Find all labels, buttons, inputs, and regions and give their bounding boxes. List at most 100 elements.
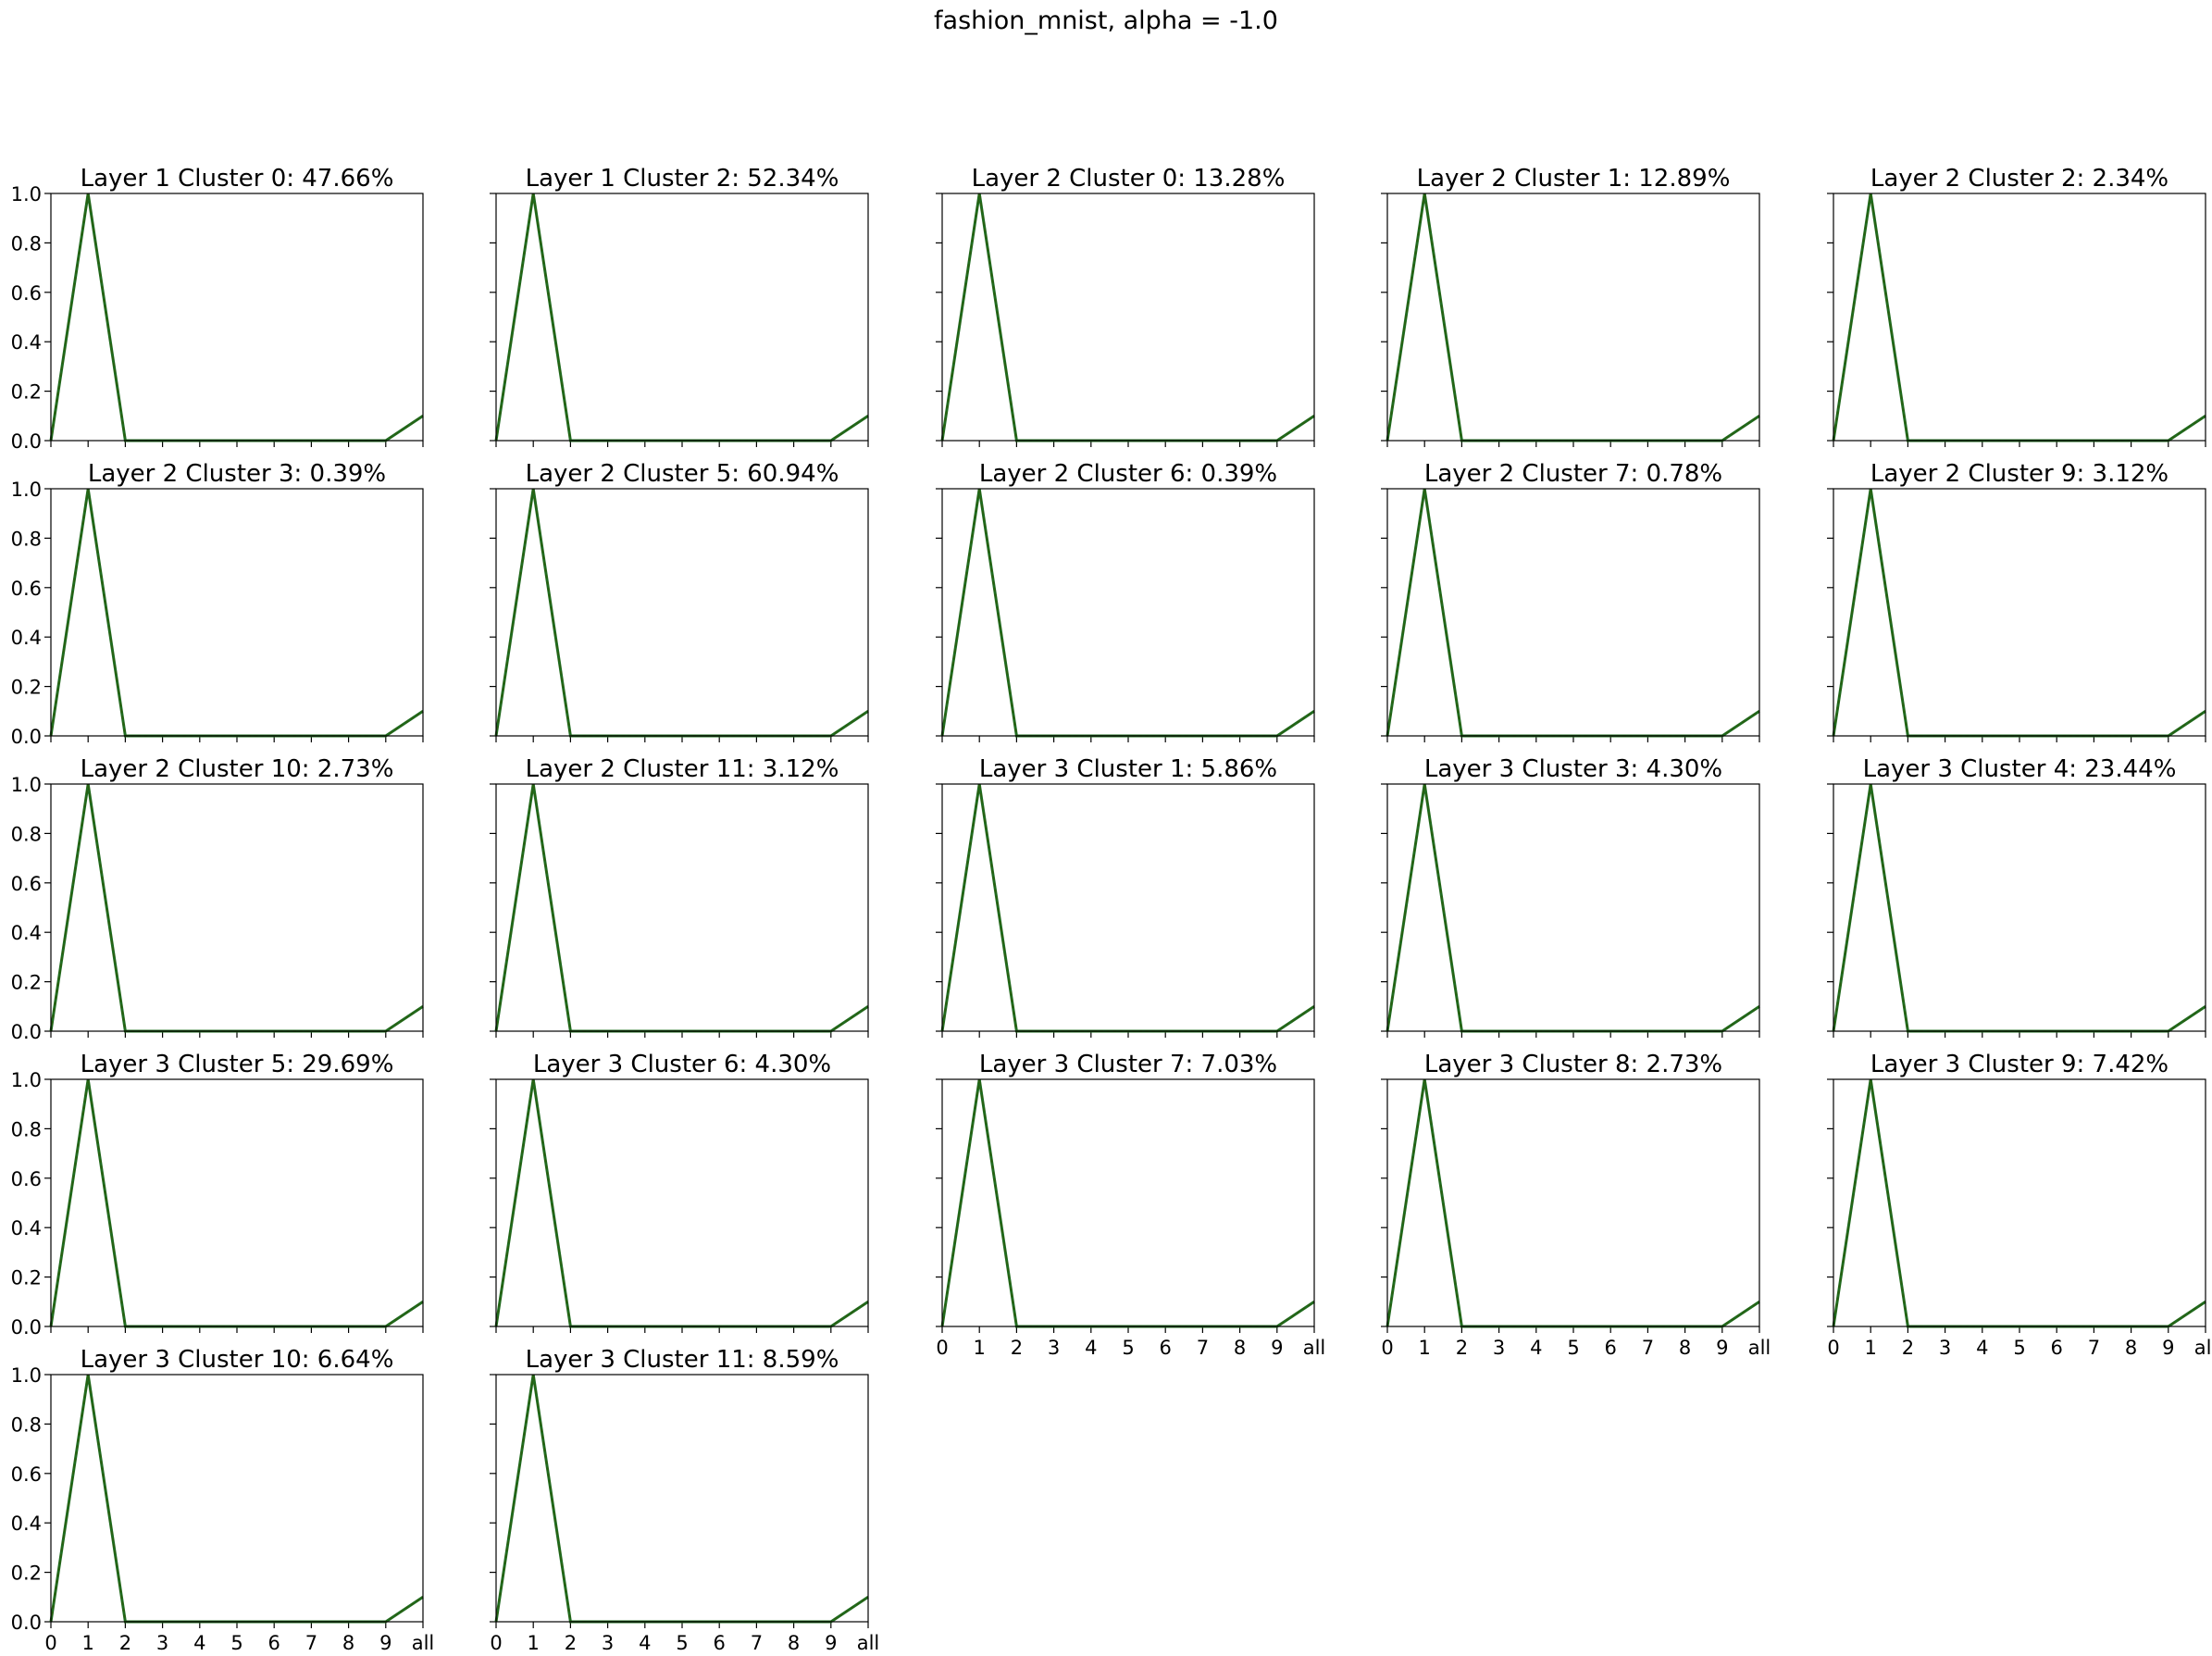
x-tick-label: 3 <box>156 1632 168 1654</box>
x-tick-label: 3 <box>602 1632 614 1654</box>
x-tick-label: 3 <box>1939 1337 1951 1359</box>
x-tick-label: 8 <box>2125 1337 2137 1359</box>
x-tick-label: 4 <box>1085 1337 1097 1359</box>
x-tick-label: 5 <box>676 1632 688 1654</box>
y-tick-label: 0.2 <box>11 1563 42 1585</box>
x-tick-label: 2 <box>1456 1337 1468 1359</box>
y-tick-label: 0.0 <box>11 1316 42 1338</box>
y-tick-label: 0.8 <box>11 232 42 255</box>
subplot-title: Layer 2 Cluster 0: 13.28% <box>972 165 1286 193</box>
x-tick-label: 0 <box>1381 1337 1393 1359</box>
x-tick-label: 3 <box>1493 1337 1505 1359</box>
subplot-title: Layer 2 Cluster 5: 60.94% <box>526 460 839 488</box>
x-tick-label: 6 <box>2051 1337 2063 1359</box>
x-tick-label: 4 <box>193 1632 205 1654</box>
axes-frame <box>1386 488 1760 737</box>
subplot-title: Layer 3 Cluster 7: 7.03% <box>979 1051 1277 1078</box>
x-tick-label: 7 <box>751 1632 763 1654</box>
subplot-title: Layer 3 Cluster 5: 29.69% <box>81 1051 394 1078</box>
subplot-11: Layer 2 Cluster 10: 2.73% 0.0 0.2 0.4 0.6 0.8… <box>11 755 424 1043</box>
subplot-14: Layer 3 Cluster 3: 4.30% <box>1381 755 1760 1038</box>
subplot-title: Layer 3 Cluster 3: 4.30% <box>1424 755 1722 783</box>
y-tick-label: 0.6 <box>11 873 42 895</box>
y-tick-label: 0.8 <box>11 1118 42 1140</box>
axes-frame <box>495 783 869 1032</box>
x-tick-label: 7 <box>2088 1337 2100 1359</box>
subplot-title: Layer 2 Cluster 1: 12.89% <box>1417 165 1731 193</box>
y-tick-label: 0.0 <box>11 726 42 748</box>
subplot-title: Layer 1 Cluster 2: 52.34% <box>526 165 839 193</box>
axes-frame <box>941 193 1315 442</box>
subplot-19: Layer 3 Cluster 8: 2.73% 0 1 2 3 4 5 6 7 8 9 all <box>1381 1051 1771 1359</box>
axes-frame <box>50 1374 424 1623</box>
y-tick-label: 0.6 <box>11 578 42 600</box>
x-tick-label: 0 <box>1827 1337 1839 1359</box>
x-tick-label: 9 <box>825 1632 837 1654</box>
x-tick-label: 3 <box>1048 1337 1060 1359</box>
subplot-12: Layer 2 Cluster 11: 3.12% <box>490 755 869 1038</box>
y-tick-label: 0.8 <box>11 1413 42 1436</box>
y-tick-label: 0.4 <box>11 1513 42 1535</box>
axes-frame <box>495 1374 869 1623</box>
subplot-title: Layer 3 Cluster 11: 8.59% <box>526 1346 839 1374</box>
y-tick-label: 0.2 <box>11 677 42 699</box>
x-tick-label: 1 <box>1865 1337 1877 1359</box>
x-tick-label: all <box>412 1632 435 1654</box>
subplot-title: Layer 3 Cluster 4: 23.44% <box>1863 755 2177 783</box>
subplot-title: Layer 2 Cluster 11: 3.12% <box>526 755 839 783</box>
subplot-13: Layer 3 Cluster 1: 5.86% <box>936 755 1315 1038</box>
x-tick-label: 7 <box>305 1632 317 1654</box>
subplot-title: Layer 3 Cluster 1: 5.86% <box>979 755 1277 783</box>
subplot-3: Layer 2 Cluster 0: 13.28% <box>936 165 1315 447</box>
x-tick-label: 4 <box>639 1632 651 1654</box>
subplot-17: Layer 3 Cluster 6: 4.30% <box>490 1051 869 1333</box>
x-tick-label: 6 <box>1160 1337 1172 1359</box>
subplot-title: Layer 2 Cluster 7: 0.78% <box>1424 460 1722 488</box>
y-tick-label: 1.0 <box>11 774 42 796</box>
figure-title: fashion_mnist, alpha = -1.0 <box>934 6 1278 35</box>
axes-frame <box>1833 488 2206 737</box>
subplot-2: Layer 1 Cluster 2: 52.34% <box>490 165 869 447</box>
x-tick-label: 2 <box>1902 1337 1914 1359</box>
x-tick-label: 0 <box>936 1337 948 1359</box>
y-tick-label: 0.0 <box>11 1021 42 1043</box>
x-tick-label: 1 <box>974 1337 986 1359</box>
y-tick-label: 0.6 <box>11 1463 42 1486</box>
y-tick-label: 0.0 <box>11 430 42 453</box>
axes-frame <box>1386 783 1760 1032</box>
x-tick-label: 6 <box>1605 1337 1617 1359</box>
x-tick-label: 4 <box>1530 1337 1542 1359</box>
x-tick-label: 5 <box>2013 1337 2025 1359</box>
subplot-title: Layer 2 Cluster 9: 3.12% <box>1870 460 2169 488</box>
x-tick-label: 5 <box>230 1632 242 1654</box>
x-tick-label: 9 <box>1271 1337 1283 1359</box>
subplot-22: Layer 3 Cluster 11: 8.59% 0 1 2 3 4 5 6 7 8 9 all <box>490 1346 879 1654</box>
subplot-1: Layer 1 Cluster 0: 47.66% 0.0 0.2 0.4 0.6 0.8… <box>11 165 424 453</box>
y-tick-label: 0.6 <box>11 1168 42 1190</box>
subplot-15: Layer 3 Cluster 4: 23.44% <box>1827 755 2206 1038</box>
y-tick-label: 0.4 <box>11 331 42 354</box>
axes-frame <box>495 1078 869 1327</box>
x-tick-label: 4 <box>1976 1337 1988 1359</box>
x-tick-label: 9 <box>379 1632 391 1654</box>
subplot-title: Layer 1 Cluster 0: 47.66% <box>81 165 394 193</box>
x-tick-label: 1 <box>528 1632 540 1654</box>
subplot-4: Layer 2 Cluster 1: 12.89% <box>1381 165 1760 447</box>
subplot-title: Layer 3 Cluster 8: 2.73% <box>1424 1051 1722 1078</box>
axes-frame <box>1386 1078 1760 1327</box>
subplot-title: Layer 3 Cluster 10: 6.64% <box>81 1346 394 1374</box>
y-tick-label: 1.0 <box>11 479 42 501</box>
axes-frame <box>50 1078 424 1327</box>
axes-frame <box>1833 783 2206 1032</box>
y-tick-label: 1.0 <box>11 1069 42 1091</box>
y-tick-label: 0.0 <box>11 1612 42 1634</box>
axes-frame <box>941 488 1315 737</box>
subplot-grid: Layer 1 Cluster 0: 47.66% 0.0 0.2 0.4 0.6 0.8… <box>11 165 2212 1654</box>
y-tick-label: 0.4 <box>11 922 42 944</box>
x-tick-label: all <box>2194 1337 2212 1359</box>
y-tick-label: 0.6 <box>11 282 42 305</box>
x-tick-label: all <box>857 1632 880 1654</box>
x-tick-label: 7 <box>1197 1337 1209 1359</box>
x-tick-label: 2 <box>119 1632 131 1654</box>
